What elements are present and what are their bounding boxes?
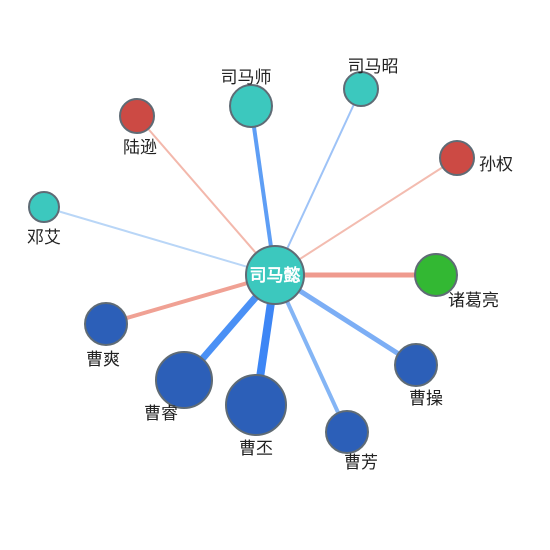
center-node-label: 司马懿 [250,265,301,286]
node-label-caopi: 曹丕 [239,439,273,459]
node-circle-caorui[interactable] [155,351,213,409]
node-circle-simazhao[interactable] [343,71,379,107]
node-circle-sunquan[interactable] [439,140,475,176]
node-label-caofang: 曹芳 [344,453,378,473]
node-caocao[interactable]: 曹操 [394,343,443,409]
node-caoshuang[interactable]: 曹爽 [84,302,128,370]
edge-dengai [43,206,276,276]
edge-simazhao [274,88,362,276]
node-label-zhugeliang: 诸葛亮 [448,291,499,311]
node-simashi[interactable]: 司马师 [221,68,273,128]
node-caopi[interactable]: 曹丕 [225,374,287,459]
node-circle-luxun[interactable] [119,98,155,134]
edge-luxun [136,115,276,276]
node-circle-caopi[interactable] [225,374,287,436]
node-circle-caoshuang[interactable] [84,302,128,346]
node-label-dengai: 邓艾 [27,228,61,248]
node-circle-zhugeliang[interactable] [414,253,458,297]
node-label-simazhao: 司马昭 [348,57,399,77]
node-caorui[interactable]: 曹睿 [144,351,213,424]
node-dengai[interactable]: 邓艾 [27,191,61,248]
edge-sunquan [274,157,458,276]
node-sunquan[interactable]: 孙权 [439,140,513,176]
node-label-caoshuang: 曹爽 [86,350,120,370]
center-node[interactable]: 司马懿 [245,245,305,305]
node-circle-caofang[interactable] [325,410,369,454]
node-circle-dengai[interactable] [28,191,60,223]
node-label-caorui: 曹睿 [144,404,178,424]
center-node-circle[interactable] [245,245,305,305]
node-simazhao[interactable]: 司马昭 [343,57,399,107]
node-caofang[interactable]: 曹芳 [325,410,378,473]
node-label-caocao: 曹操 [409,389,443,409]
node-zhugeliang[interactable]: 诸葛亮 [414,253,499,311]
node-circle-caocao[interactable] [394,343,438,387]
node-label-simashi: 司马师 [221,68,272,88]
node-label-sunquan: 孙权 [479,155,513,175]
node-circle-simashi[interactable] [229,84,273,128]
node-luxun[interactable]: 陆逊 [119,98,157,158]
node-label-luxun: 陆逊 [123,138,157,158]
